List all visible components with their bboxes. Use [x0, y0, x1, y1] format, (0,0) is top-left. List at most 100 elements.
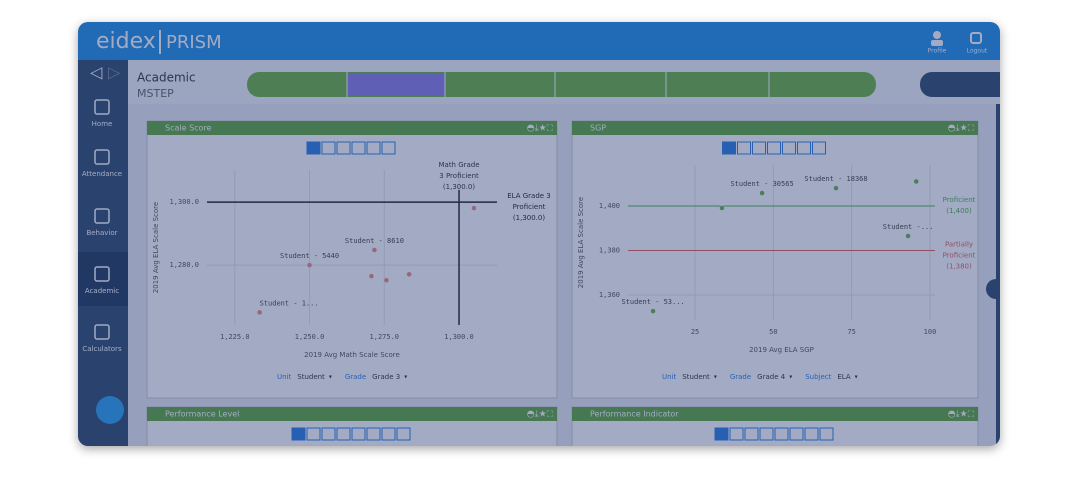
- filter-label: Subject: [805, 373, 831, 381]
- chart-type-button[interactable]: [306, 427, 321, 441]
- chart-type-button[interactable]: [737, 141, 751, 155]
- x-tick-label: 1,225.0: [220, 333, 250, 341]
- profile-icon[interactable]: [931, 40, 943, 46]
- profile-link[interactable]: Profile: [928, 48, 947, 55]
- panel-header: [572, 121, 978, 135]
- nav-icon[interactable]: [94, 99, 110, 115]
- chart-type-button[interactable]: [774, 427, 789, 441]
- chart-type-button[interactable]: [291, 427, 306, 441]
- x-tick-label: 1,275.0: [370, 333, 400, 341]
- chart-type-button[interactable]: [767, 141, 781, 155]
- nav-icon[interactable]: [94, 149, 110, 165]
- chart-type-button[interactable]: [812, 141, 826, 155]
- nav-icon[interactable]: [94, 324, 110, 340]
- data-point: [905, 233, 911, 239]
- dropdown-caret[interactable]: ▾: [855, 374, 858, 381]
- chart-type-button[interactable]: [351, 427, 366, 441]
- filter-value[interactable]: Student: [297, 373, 325, 381]
- nav-icon[interactable]: [94, 208, 110, 224]
- filter-dividers: [346, 72, 770, 97]
- nav-label[interactable]: Home: [92, 120, 113, 128]
- panel-title: Performance Level: [165, 410, 239, 419]
- reference-label: 3 Proficient: [439, 172, 479, 180]
- chart-type-button[interactable]: [366, 427, 381, 441]
- chart-type-button[interactable]: [729, 427, 744, 441]
- chart-type-button[interactable]: [752, 141, 766, 155]
- data-point: [833, 185, 839, 191]
- chart-type-button[interactable]: [789, 427, 804, 441]
- sidebar-active: [78, 252, 128, 306]
- nav-back[interactable]: ◁: [89, 63, 103, 82]
- logout-link[interactable]: Logout: [967, 48, 988, 55]
- profile-icon[interactable]: [933, 31, 941, 39]
- nav-label[interactable]: Calculators: [82, 345, 122, 353]
- y-axis-title: 2019 Avg ELA Scale Score: [152, 202, 160, 293]
- panel-actions[interactable]: ◓⤓★⛶: [527, 124, 554, 134]
- chart-type-button[interactable]: [804, 427, 819, 441]
- dropdown-caret[interactable]: ▾: [789, 374, 792, 381]
- logo-product: PRISM: [166, 32, 222, 53]
- point-label: Student - 53...: [621, 298, 684, 306]
- logout-icon[interactable]: [970, 32, 982, 44]
- reference-label: Math Grade: [438, 161, 479, 169]
- data-point: [368, 273, 375, 279]
- point-label: Student - 1...: [260, 299, 319, 307]
- reference-label: (1,300.0): [513, 214, 545, 222]
- chart-type-button[interactable]: [819, 427, 834, 441]
- x-tick-label: 100: [924, 328, 937, 336]
- chart-type-button[interactable]: [351, 141, 366, 155]
- reference-label: Partially: [945, 241, 973, 249]
- page-title: Academic: [137, 71, 196, 85]
- nav-label[interactable]: Academic: [85, 287, 119, 295]
- y-tick-label: 1,280.0: [169, 261, 199, 269]
- filter-label: Unit: [277, 373, 292, 381]
- panel-actions[interactable]: ◓⤓★⛶: [527, 410, 554, 420]
- chart-type-button[interactable]: [381, 427, 396, 441]
- nav-icon[interactable]: [94, 266, 110, 282]
- dropdown-caret[interactable]: ▾: [714, 374, 717, 381]
- panel-actions[interactable]: ◓⤓★⛶: [948, 124, 975, 134]
- side-toggle[interactable]: [986, 279, 1006, 299]
- reference-label: (1,380): [946, 263, 972, 271]
- point-label: Student - 18368: [804, 175, 867, 183]
- chart-type-button[interactable]: [759, 427, 774, 441]
- chart-type-button[interactable]: [321, 427, 336, 441]
- data-point: [471, 205, 477, 211]
- nav-forward[interactable]: ▷: [108, 63, 121, 82]
- point-label: Student - 30565: [730, 180, 793, 188]
- panel-actions[interactable]: ◓⤓★⛶: [948, 410, 975, 420]
- chart-type-button[interactable]: [744, 427, 759, 441]
- reference-label: Proficient: [943, 196, 976, 204]
- menu-button[interactable]: [920, 72, 1010, 97]
- chart-type-button[interactable]: [782, 141, 796, 155]
- chart-type-button[interactable]: [396, 427, 411, 441]
- reference-label: Proficient: [943, 252, 976, 260]
- point-label: Student -...: [883, 223, 934, 231]
- data-point: [719, 205, 725, 211]
- chart-type-button[interactable]: [336, 427, 351, 441]
- chart-type-button[interactable]: [336, 141, 351, 155]
- filter-value[interactable]: ELA: [837, 373, 850, 381]
- chart-type-button[interactable]: [381, 141, 396, 155]
- chat-button[interactable]: [96, 396, 124, 424]
- dropdown-caret[interactable]: ▾: [404, 374, 407, 381]
- filter-selected[interactable]: [347, 73, 445, 96]
- panel: [571, 120, 979, 399]
- chart-type-button[interactable]: [306, 141, 321, 155]
- chart-type-button[interactable]: [722, 141, 736, 155]
- filter-value[interactable]: Grade 4: [757, 373, 786, 381]
- chart-type-button[interactable]: [714, 427, 729, 441]
- filter-value[interactable]: Student: [682, 373, 710, 381]
- x-tick-label: 1,300.0: [444, 333, 474, 341]
- panel-title: Scale Score: [165, 124, 212, 133]
- chart-type-button[interactable]: [366, 141, 381, 155]
- dropdown-caret[interactable]: ▾: [329, 374, 332, 381]
- panel: [146, 120, 558, 399]
- filter-label: Grade: [730, 373, 751, 381]
- filter-value[interactable]: Grade 3: [372, 373, 400, 381]
- nav-label[interactable]: Behavior: [86, 229, 117, 237]
- nav-label[interactable]: Attendance: [82, 170, 122, 178]
- chart-type-button[interactable]: [797, 141, 811, 155]
- chart-type-button[interactable]: [321, 141, 336, 155]
